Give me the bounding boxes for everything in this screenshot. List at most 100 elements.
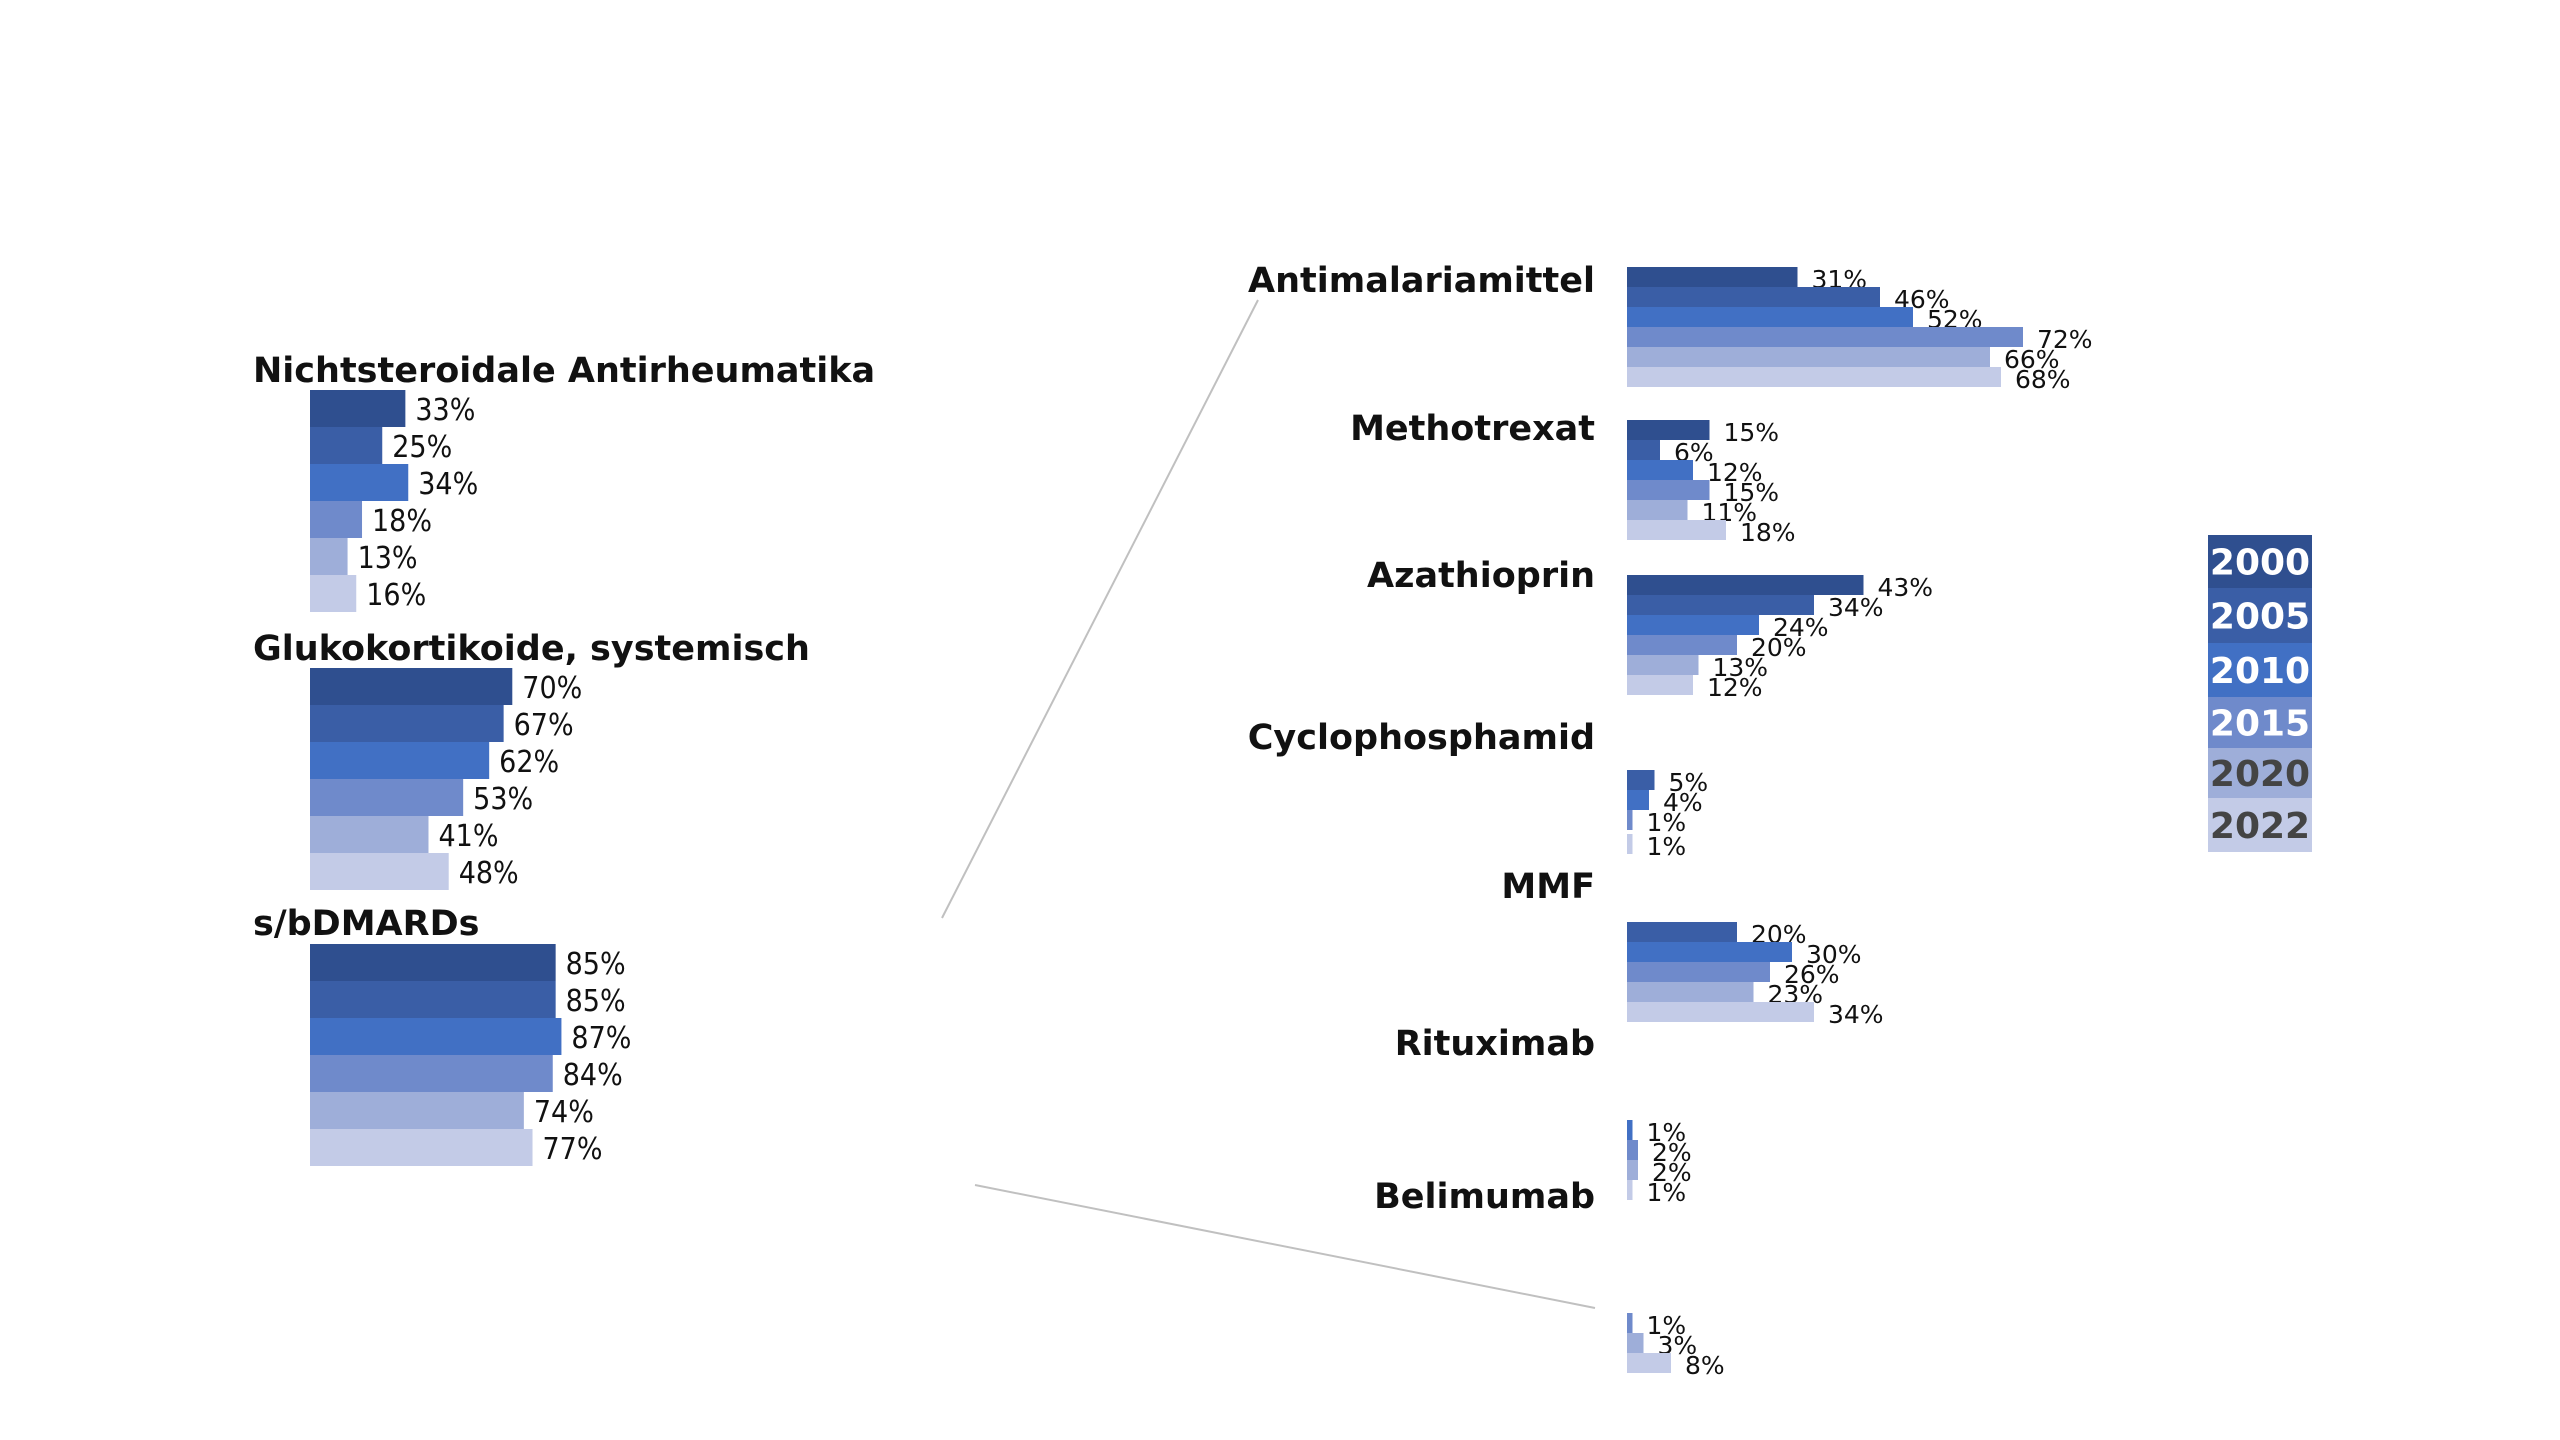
legend-label-2022: 2022 (2210, 806, 2310, 847)
bar-s-bdmards-2010 (310, 1018, 562, 1055)
bar-rituximab-2020 (1627, 1160, 1638, 1180)
data-label-glukokortikoide-systemisch-2000: 70% (522, 671, 582, 706)
bar-antimalariamittel-2000 (1627, 267, 1798, 287)
bar-nichtsteroidale-antirheumatika-2022 (310, 575, 357, 612)
data-label-nichtsteroidale-antirheumatika-2020: 13% (358, 541, 418, 576)
data-label-glukokortikoide-systemisch-2022: 48% (459, 856, 519, 891)
bar-cyclophosphamid-2015 (1627, 810, 1633, 830)
data-label-nichtsteroidale-antirheumatika-2010: 34% (418, 467, 478, 502)
bar-rituximab-2010 (1627, 1120, 1633, 1140)
right-chart: Antimalariamittel 31%46%52%72%66%68%Metho… (1248, 261, 2093, 1380)
bar-s-bdmards-2020 (310, 1092, 524, 1129)
data-label-s-bdmards-2000: 85% (566, 947, 626, 982)
legend-swatch-2020 (2208, 748, 2312, 798)
legend-label-2000: 2000 (2210, 543, 2310, 584)
data-label-mmf-2022: 34% (1828, 1000, 1884, 1029)
data-label-methotrexat-2010: 12% (1707, 458, 1763, 487)
category-label-glukokortikoide-systemisch: Glukokortikoide, systemisch (253, 629, 810, 669)
data-label-methotrexat-2000: 15% (1724, 418, 1780, 447)
legend-label-2020: 2020 (2210, 754, 2310, 795)
data-label-rituximab-2022: 1% (1647, 1178, 1687, 1207)
bar-methotrexat-2015 (1627, 480, 1710, 500)
category-label-azathioprin: Azathioprin (1367, 556, 1595, 596)
data-label-s-bdmards-2005: 85% (566, 984, 626, 1019)
category-label-rituximab: Rituximab (1395, 1024, 1595, 1064)
bar-methotrexat-2022 (1627, 520, 1726, 540)
bar-cyclophosphamid-2010 (1627, 790, 1649, 810)
bar-s-bdmards-2000 (310, 944, 556, 981)
bar-azathioprin-2000 (1627, 575, 1864, 595)
data-label-azathioprin-2020: 13% (1713, 653, 1769, 682)
legend-swatch-2015 (2208, 697, 2312, 748)
bar-glukokortikoide-systemisch-2000 (310, 668, 513, 705)
connector-line-top (941, 299, 1259, 919)
data-label-nichtsteroidale-antirheumatika-2015: 18% (372, 504, 432, 539)
data-label-glukokortikoide-systemisch-2015: 53% (473, 782, 533, 817)
connector-line-bottom (974, 1184, 1596, 1309)
bar-belimumab-2015 (1627, 1313, 1633, 1333)
bar-glukokortikoide-systemisch-2005 (310, 705, 504, 742)
bar-s-bdmards-2022 (310, 1129, 533, 1166)
bar-methotrexat-2000 (1627, 420, 1710, 440)
data-label-cyclophosphamid-2010: 4% (1663, 788, 1703, 817)
category-label-s-bdmards: s/bDMARDs (253, 904, 479, 944)
data-label-methotrexat-2015: 15% (1724, 478, 1780, 507)
bar-mmf-2005 (1627, 922, 1737, 942)
bar-rituximab-2015 (1627, 1140, 1638, 1160)
data-label-rituximab-2010: 1% (1647, 1118, 1687, 1147)
data-label-s-bdmards-2020: 74% (534, 1095, 594, 1130)
data-label-mmf-2015: 26% (1784, 960, 1840, 989)
data-label-s-bdmards-2010: 87% (571, 1021, 631, 1056)
bar-methotrexat-2010 (1627, 460, 1693, 480)
bar-glukokortikoide-systemisch-2010 (310, 742, 490, 779)
bar-glukokortikoide-systemisch-2015 (310, 779, 464, 816)
legend: 2000 2005 2010 2015 2020 2022 (2208, 535, 2312, 852)
bar-mmf-2015 (1627, 962, 1770, 982)
bar-nichtsteroidale-antirheumatika-2005 (310, 427, 383, 464)
bar-mmf-2022 (1627, 1002, 1814, 1022)
bar-s-bdmards-2015 (310, 1055, 553, 1092)
bar-antimalariamittel-2015 (1627, 327, 2023, 347)
bar-antimalariamittel-2005 (1627, 287, 1880, 307)
data-label-azathioprin-2000: 43% (1878, 573, 1934, 602)
data-label-glukokortikoide-systemisch-2020: 41% (438, 819, 498, 854)
data-label-cyclophosphamid-2015: 1% (1647, 808, 1687, 837)
legend-label-2005: 2005 (2210, 597, 2310, 638)
bar-glukokortikoide-systemisch-2022 (310, 853, 449, 890)
bar-azathioprin-2022 (1627, 675, 1693, 695)
bar-nichtsteroidale-antirheumatika-2010 (310, 464, 409, 501)
category-label-methotrexat: Methotrexat (1350, 409, 1595, 449)
bar-mmf-2010 (1627, 942, 1792, 962)
bar-azathioprin-2005 (1627, 595, 1814, 615)
bar-antimalariamittel-2020 (1627, 347, 1990, 367)
category-label-nichtsteroidale-antirheumatika: Nichtsteroidale Antirheumatika (253, 351, 875, 391)
bar-methotrexat-2020 (1627, 500, 1688, 520)
data-label-cyclophosphamid-2022: 1% (1647, 832, 1687, 861)
category-label-mmf: MMF (1501, 867, 1595, 907)
data-label-azathioprin-2005: 34% (1828, 593, 1884, 622)
data-label-azathioprin-2022: 12% (1707, 673, 1763, 702)
legend-swatch-2005 (2208, 588, 2312, 643)
data-label-antimalariamittel-2020: 66% (2004, 345, 2060, 374)
bar-s-bdmards-2005 (310, 981, 556, 1018)
category-label-cyclophosphamid: Cyclophosphamid (1248, 718, 1595, 758)
legend-label-2015: 2015 (2210, 704, 2310, 745)
bar-rituximab-2022 (1627, 1180, 1633, 1200)
data-label-antimalariamittel-2015: 72% (2037, 325, 2093, 354)
data-label-cyclophosphamid-2005: 5% (1669, 768, 1709, 797)
bar-mmf-2020 (1627, 982, 1754, 1002)
bar-cyclophosphamid-2022 (1627, 834, 1633, 854)
data-label-belimumab-2022: 8% (1685, 1351, 1725, 1380)
data-label-rituximab-2020: 2% (1652, 1158, 1692, 1187)
bar-nichtsteroidale-antirheumatika-2000 (310, 390, 406, 427)
data-label-nichtsteroidale-antirheumatika-2022: 16% (366, 578, 426, 613)
left-chart: Nichtsteroidale Antirheumatika33%25%34%1… (253, 351, 875, 1167)
category-label-belimumab: Belimumab (1374, 1177, 1595, 1217)
bar-azathioprin-2015 (1627, 635, 1737, 655)
bar-nichtsteroidale-antirheumatika-2020 (310, 538, 348, 575)
data-label-antimalariamittel-2022: 68% (2015, 365, 2071, 394)
legend-swatch-2010 (2208, 643, 2312, 697)
data-label-s-bdmards-2015: 84% (563, 1058, 623, 1093)
data-label-mmf-2010: 30% (1806, 940, 1862, 969)
data-label-nichtsteroidale-antirheumatika-2000: 33% (415, 393, 475, 428)
